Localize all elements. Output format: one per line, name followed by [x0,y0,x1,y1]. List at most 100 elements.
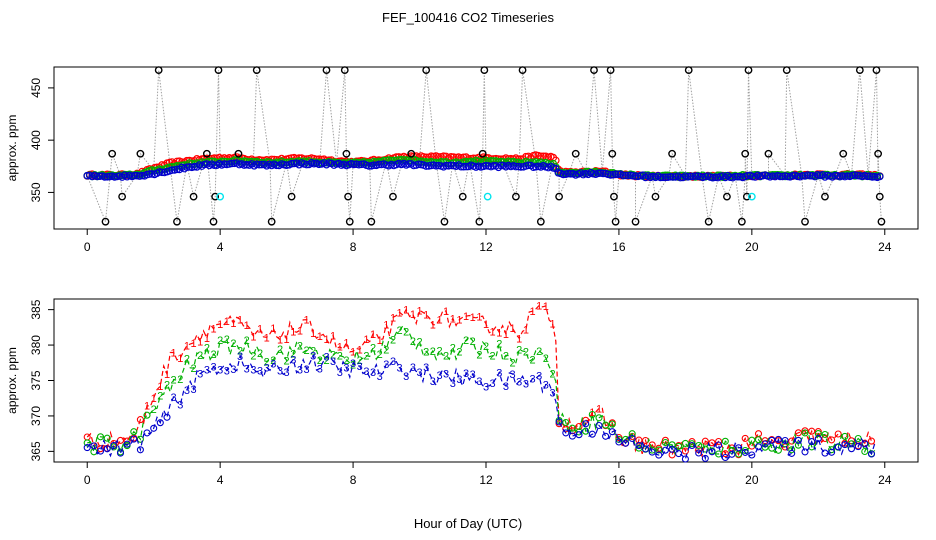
series-1-marker: 1 [403,305,409,317]
series-3-line [86,353,876,461]
outlier-point [287,192,296,201]
series-1-marker: 1 [177,353,183,365]
series-1-marker: 1 [523,325,529,337]
series-3-point [365,162,373,170]
series-1-marker: 1 [383,319,389,331]
series-2-marker [847,440,856,448]
series-3-marker [143,429,151,437]
series-1-marker: 1 [250,331,256,343]
series-2-marker: 2 [423,346,429,358]
series-3-point [831,171,839,180]
series-3-marker [735,444,743,452]
series-3-marker [841,441,849,449]
series-1-marker: 1 [370,329,376,341]
series-3-marker [708,448,716,456]
series-3-marker: 3 [171,392,177,404]
series-1-marker [867,437,876,445]
series-3-marker [156,419,164,427]
y-axis-label: approx. ppm [5,347,19,414]
series-3-marker [575,431,583,439]
series-3-marker [814,435,822,443]
series-3-marker: 3 [290,355,296,367]
series-1-marker: 1 [337,342,343,354]
series-3-marker: 3 [217,364,223,376]
series-3-point [863,172,872,181]
series-1-marker: 1 [244,320,250,332]
series-3-marker [568,432,576,440]
outlier-point [108,149,117,158]
outlier-point [342,149,351,158]
outlier-point [136,149,145,158]
outlier-point [422,66,431,75]
series-3-point [459,162,468,171]
series-2-marker [582,427,590,435]
series-2-marker: 2 [363,351,369,363]
outlier-point [608,149,617,158]
series-3-point [868,173,877,181]
outlier-point [118,192,127,201]
series-1-marker: 1 [377,335,383,347]
series-2-marker [788,446,796,454]
series-2-marker: 2 [264,357,270,369]
series-3-marker [641,445,650,453]
series-2-marker: 2 [250,350,256,362]
series-3-point [559,170,568,179]
outlier-point [211,192,220,201]
series-1-marker [648,441,656,449]
series-3-marker: 3 [403,371,409,383]
series-1-marker [96,445,105,453]
series-1-marker [701,437,709,445]
series-1-marker: 1 [390,312,396,324]
outlier-point [611,217,620,226]
outlier-point [340,66,349,75]
series-3-marker [834,443,842,451]
series-2-marker: 2 [436,346,442,358]
outlier-point [555,192,564,201]
series-3-marker [595,421,603,430]
series-2-marker [861,447,869,456]
series-2-marker: 2 [297,340,303,352]
outlier-point [407,149,416,158]
series-1-marker: 1 [317,331,323,343]
series-3-marker: 3 [510,369,516,381]
series-3-marker [96,447,105,455]
series-3-point [369,161,378,170]
series-3-point [666,173,675,181]
series-2-marker: 2 [370,343,376,355]
series-3-marker [110,442,118,450]
series-3-marker: 3 [383,359,389,371]
series-3-point [230,159,239,168]
series-1-marker: 1 [516,333,522,345]
x-tick-label: 24 [878,473,892,487]
series-1-marker: 1 [217,319,223,331]
series-3-marker: 3 [257,365,263,377]
series-3-marker [721,453,729,462]
series-3-marker: 3 [529,374,535,386]
series-3-marker: 3 [230,364,236,376]
outlier-point [189,192,198,201]
series-2-marker [828,446,836,454]
series-2-marker: 2 [310,345,316,357]
series-1-marker: 1 [410,309,416,321]
series-2-marker: 2 [403,327,409,339]
calibration-point [747,192,756,201]
series-3-marker [655,451,663,459]
series-1-marker [116,436,125,444]
series-2-marker: 2 [377,349,383,361]
series-2-marker: 2 [257,348,263,360]
x-tick-label: 8 [350,240,357,254]
outlier-point [684,66,693,75]
y-tick-label: 375 [29,370,43,390]
series-3-point [853,171,862,180]
series-2-marker: 2 [390,335,396,347]
outlier-point [458,192,467,201]
series-1-marker: 1 [171,348,177,360]
series-2-marker [748,436,756,444]
series-3-point [442,161,450,170]
series-3-marker: 3 [237,351,243,363]
series-3-marker [675,450,683,458]
series-3-marker [562,429,570,437]
series-2-marker [675,442,683,450]
series-2-marker [96,433,105,441]
series-3-marker: 3 [264,363,270,375]
